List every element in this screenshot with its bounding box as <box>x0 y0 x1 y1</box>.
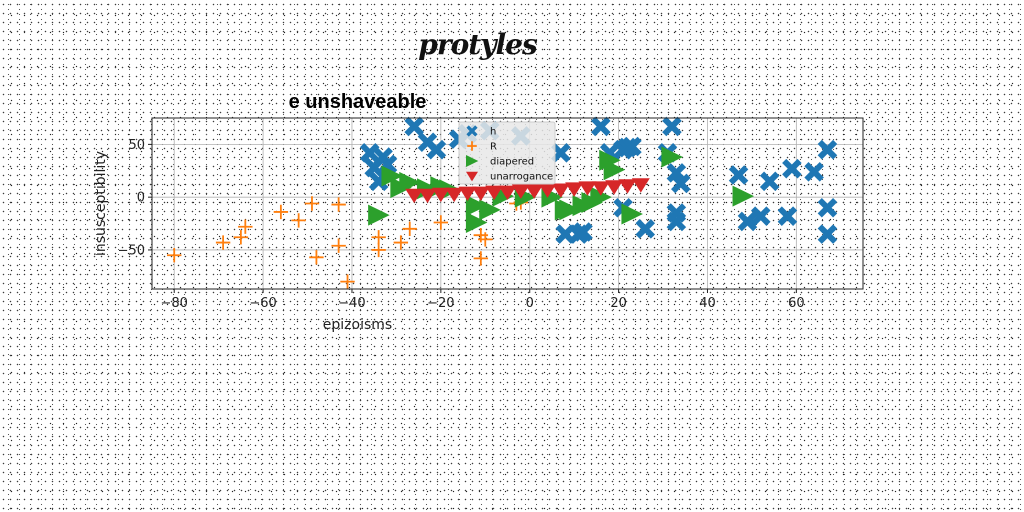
data-point <box>662 116 682 137</box>
data-point <box>732 185 755 207</box>
data-point <box>426 139 447 160</box>
x-tick-label: −40 <box>338 296 365 311</box>
data-point <box>465 195 488 217</box>
y-tick-label: 0 <box>137 191 145 206</box>
plot-title: e unshaveable <box>289 91 427 113</box>
data-point <box>309 250 324 265</box>
data-point <box>661 146 683 168</box>
data-point <box>291 213 306 228</box>
figure-suptitle: protyles <box>418 28 537 61</box>
data-point <box>525 184 544 199</box>
x-axis-label: epizoisms <box>323 317 392 333</box>
data-point <box>233 230 249 245</box>
axis-ticks: −80 −60 −40 −20 0 20 40 60 −50 0 50 <box>118 138 805 311</box>
data-point <box>591 181 610 196</box>
data-point <box>551 183 570 198</box>
data-point <box>759 171 780 192</box>
data-point <box>782 158 802 179</box>
x-tick-label: 40 <box>699 296 716 311</box>
data-point <box>273 204 289 220</box>
data-point <box>465 212 488 233</box>
data-point <box>340 274 355 289</box>
data-point <box>777 206 798 226</box>
legend-label: unarrogance <box>490 172 553 183</box>
data-point <box>817 224 838 244</box>
legend-label: diapered <box>490 157 534 168</box>
data-point <box>751 206 771 226</box>
data-point <box>478 232 493 247</box>
data-point <box>371 242 386 258</box>
data-point <box>431 187 450 203</box>
legend-label: h <box>490 127 496 138</box>
data-point <box>817 197 838 218</box>
data-point <box>737 211 758 232</box>
data-point <box>605 180 624 195</box>
data-point <box>498 185 517 200</box>
x-tick-label: −20 <box>427 296 454 311</box>
data-point <box>578 181 597 196</box>
legend-box <box>458 121 556 185</box>
data-point <box>331 238 346 253</box>
data-point <box>622 136 642 157</box>
data-point <box>479 199 501 221</box>
legend-marker <box>467 141 477 151</box>
data-point <box>603 159 626 181</box>
data-point <box>402 221 417 237</box>
x-tick-label: −80 <box>161 296 188 311</box>
data-point <box>551 143 571 163</box>
data-point <box>817 139 838 160</box>
data-point <box>671 173 691 194</box>
series-unarrogance <box>405 178 650 204</box>
data-point <box>399 171 421 193</box>
x-tick-label: −60 <box>249 296 276 311</box>
data-point <box>405 188 424 204</box>
data-point <box>591 116 611 137</box>
data-point <box>331 197 346 212</box>
data-point <box>404 116 424 137</box>
data-point <box>804 162 824 182</box>
data-point <box>433 215 449 230</box>
data-point <box>393 235 409 250</box>
data-point <box>238 219 253 234</box>
data-point <box>728 165 749 185</box>
legend-label: R <box>490 142 497 153</box>
data-point <box>381 165 403 187</box>
plot-frame <box>151 117 864 290</box>
data-point <box>371 230 386 245</box>
data-point <box>538 183 557 198</box>
data-point <box>368 204 390 226</box>
data-point <box>573 222 593 242</box>
data-point <box>359 143 380 163</box>
data-point <box>167 248 182 263</box>
data-point <box>485 185 504 200</box>
data-point <box>631 178 650 193</box>
y-tick-label: 50 <box>128 138 145 153</box>
data-point <box>304 196 320 211</box>
data-point <box>618 179 637 194</box>
data-point <box>565 182 584 197</box>
data-point <box>590 186 612 208</box>
data-point <box>621 203 643 225</box>
data-point <box>511 184 530 199</box>
x-tick-label: 20 <box>610 296 627 311</box>
y-axis-label: insusceptibility <box>93 151 109 256</box>
data-point <box>418 188 437 204</box>
data-point <box>458 186 477 202</box>
legend-marker <box>466 155 479 167</box>
legend-marker <box>466 171 478 182</box>
data-point <box>445 187 464 203</box>
legend-marker <box>466 125 478 137</box>
x-tick-label: 60 <box>788 296 805 311</box>
data-point <box>473 251 489 266</box>
data-point <box>666 211 687 232</box>
y-tick-label: −50 <box>118 243 145 258</box>
data-point <box>559 199 581 221</box>
data-point <box>215 235 231 250</box>
data-point <box>471 186 490 202</box>
x-tick-label: 0 <box>526 296 534 311</box>
data-point <box>635 219 656 239</box>
